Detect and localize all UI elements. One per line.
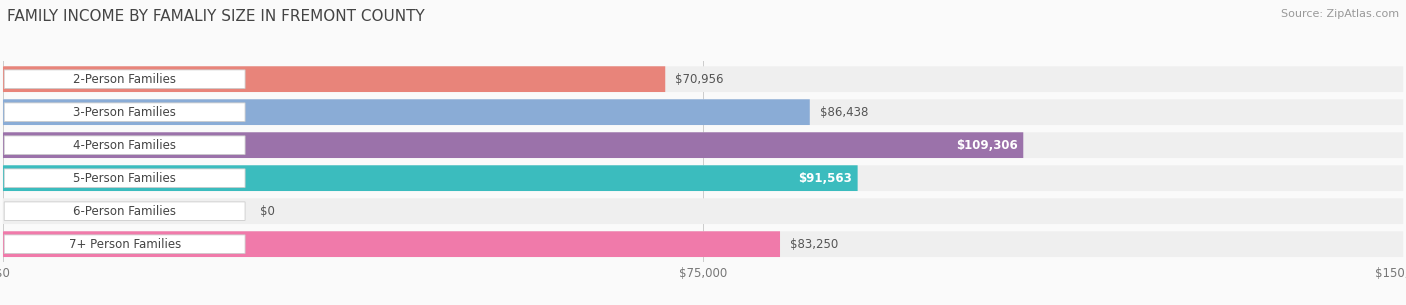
FancyBboxPatch shape xyxy=(4,235,245,253)
Text: FAMILY INCOME BY FAMALIY SIZE IN FREMONT COUNTY: FAMILY INCOME BY FAMALIY SIZE IN FREMONT… xyxy=(7,9,425,24)
Text: 3-Person Families: 3-Person Families xyxy=(73,106,176,119)
Text: 7+ Person Families: 7+ Person Families xyxy=(69,238,181,251)
FancyBboxPatch shape xyxy=(4,103,245,121)
FancyBboxPatch shape xyxy=(3,165,1403,191)
Text: 2-Person Families: 2-Person Families xyxy=(73,73,176,86)
Text: $86,438: $86,438 xyxy=(820,106,868,119)
Text: $109,306: $109,306 xyxy=(956,139,1018,152)
Text: $91,563: $91,563 xyxy=(799,172,852,185)
FancyBboxPatch shape xyxy=(3,198,1403,224)
Text: $0: $0 xyxy=(260,205,276,218)
FancyBboxPatch shape xyxy=(3,132,1403,158)
FancyBboxPatch shape xyxy=(4,202,245,221)
Text: 5-Person Families: 5-Person Families xyxy=(73,172,176,185)
FancyBboxPatch shape xyxy=(4,136,245,154)
FancyBboxPatch shape xyxy=(4,70,245,88)
FancyBboxPatch shape xyxy=(3,66,665,92)
FancyBboxPatch shape xyxy=(4,169,245,187)
FancyBboxPatch shape xyxy=(3,66,1403,92)
FancyBboxPatch shape xyxy=(3,99,1403,125)
Text: $83,250: $83,250 xyxy=(790,238,838,251)
Text: 4-Person Families: 4-Person Families xyxy=(73,139,176,152)
FancyBboxPatch shape xyxy=(3,132,1024,158)
Text: Source: ZipAtlas.com: Source: ZipAtlas.com xyxy=(1281,9,1399,19)
Text: $70,956: $70,956 xyxy=(675,73,724,86)
FancyBboxPatch shape xyxy=(3,231,1403,257)
FancyBboxPatch shape xyxy=(3,165,858,191)
Text: 6-Person Families: 6-Person Families xyxy=(73,205,176,218)
FancyBboxPatch shape xyxy=(3,231,780,257)
FancyBboxPatch shape xyxy=(3,99,810,125)
